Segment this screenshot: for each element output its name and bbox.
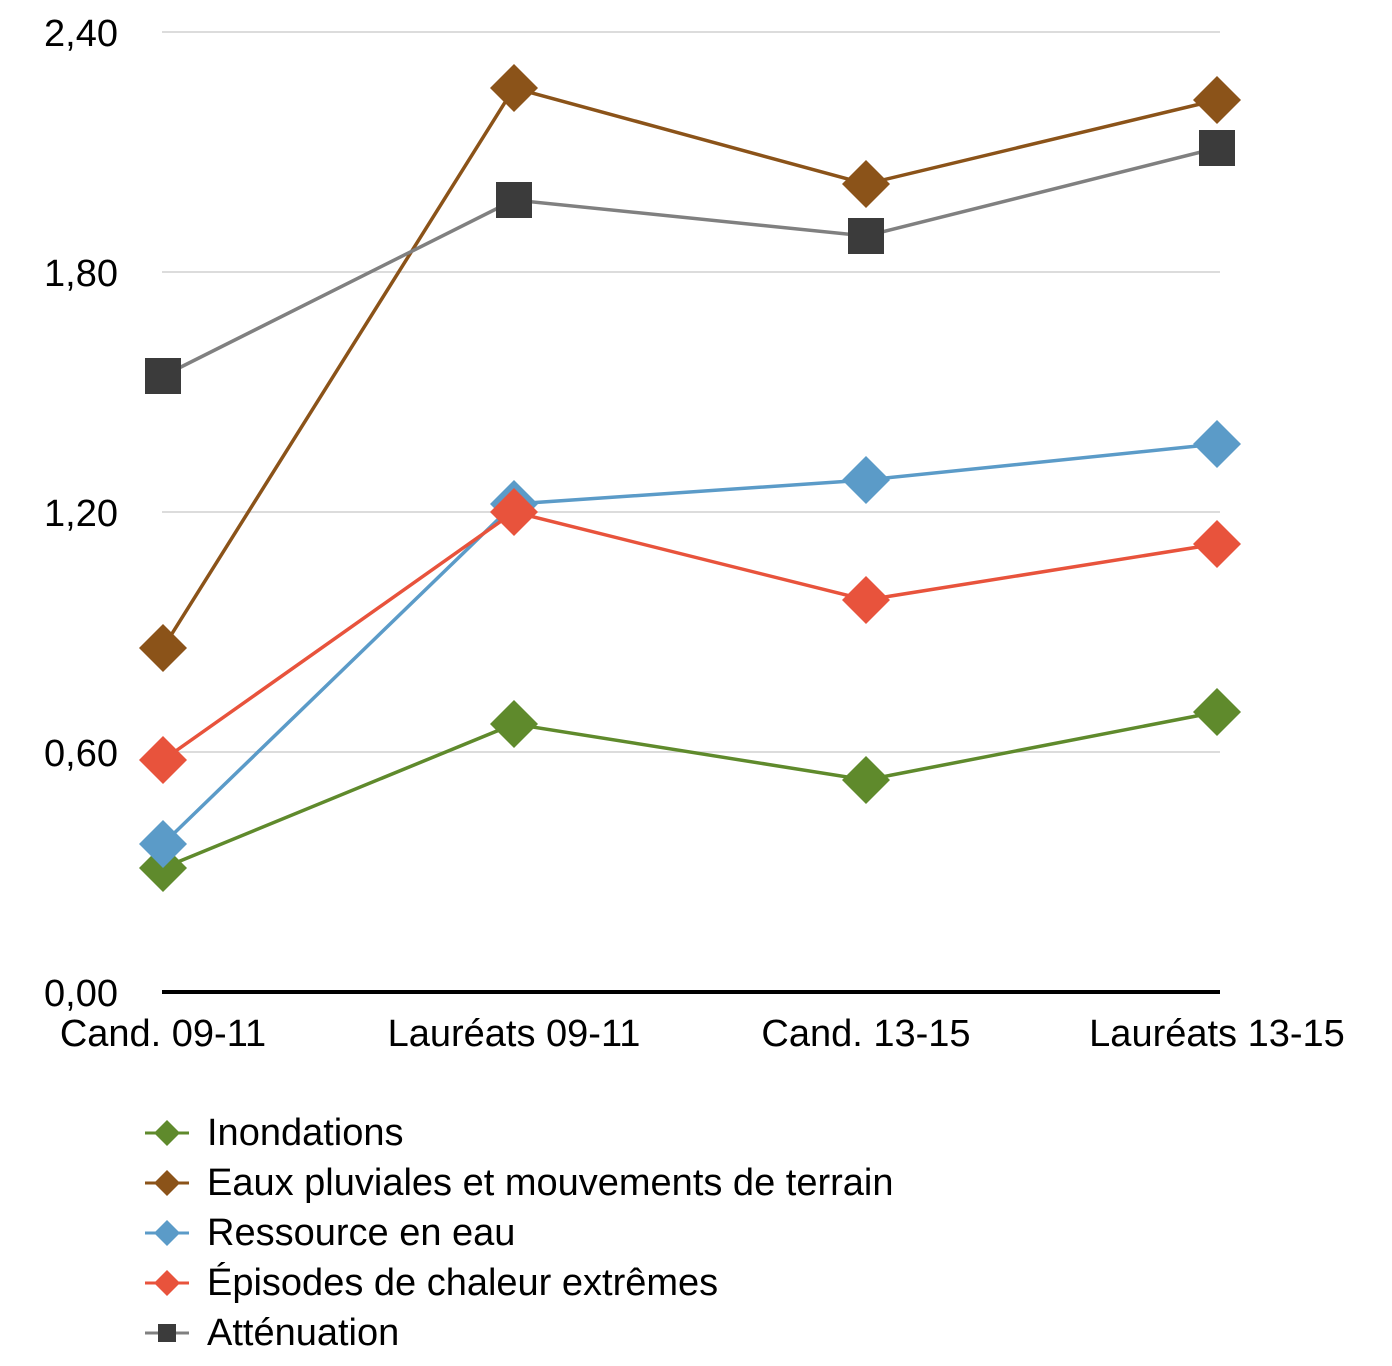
legend-diamond-marker-icon <box>145 1270 189 1296</box>
legend-label: Ressource en eau <box>207 1212 516 1254</box>
y-tick-label: 0,00 <box>44 973 118 1015</box>
series-line <box>162 710 1218 870</box>
data-point-marker <box>490 700 538 748</box>
series-markers <box>139 64 1241 892</box>
x-tick-label: Lauréats 09-11 <box>388 1013 641 1055</box>
series-line <box>161 510 1218 762</box>
legend-item: Atténuation <box>145 1308 893 1358</box>
legend-item: Ressource en eau <box>145 1208 893 1258</box>
gridlines <box>162 31 1220 753</box>
legend-item: Eaux pluviales et mouvements de terrain <box>145 1158 893 1208</box>
data-point-marker <box>848 218 884 254</box>
data-point-marker <box>490 488 538 536</box>
data-point-marker <box>842 576 890 624</box>
series-line <box>161 442 1218 846</box>
data-point-marker <box>145 358 181 394</box>
x-tick-label: Cand. 09-11 <box>60 1013 266 1055</box>
legend-label: Épisodes de chaleur extrêmes <box>207 1262 719 1304</box>
x-axis: Cand. 09-11 Lauréats 09-11 Cand. 13-15 Laur… <box>60 990 1345 1055</box>
data-point-marker <box>496 182 532 218</box>
legend-diamond-marker-icon <box>145 1120 189 1146</box>
legend: Inondations Eaux pluviales et mouvements … <box>145 1108 893 1358</box>
data-point-marker <box>139 736 187 784</box>
y-tick-label: 2,40 <box>44 13 118 55</box>
legend-label: Inondations <box>207 1112 404 1154</box>
data-point-marker <box>139 624 187 672</box>
series-lines <box>161 85 1218 870</box>
y-tick-label: 1,20 <box>44 493 118 535</box>
legend-label: Atténuation <box>207 1312 400 1354</box>
data-point-marker <box>1193 76 1241 124</box>
data-point-marker <box>1199 130 1235 166</box>
data-point-marker <box>842 160 890 208</box>
legend-item: Épisodes de chaleur extrêmes <box>145 1258 893 1308</box>
y-tick-label: 0,60 <box>44 733 118 775</box>
legend-diamond-marker-icon <box>145 1220 189 1246</box>
y-axis: 0,00 0,60 1,20 1,80 2,40 <box>44 13 118 1015</box>
line-chart: 0,00 0,60 1,20 1,80 2,40 Cand. 09-11 Lauréats… <box>44 13 1345 1055</box>
x-tick-label: Cand. 13-15 <box>761 1013 970 1055</box>
legend-diamond-marker-icon <box>145 1170 189 1196</box>
y-tick-label: 1,80 <box>44 253 118 295</box>
data-point-marker <box>490 64 538 112</box>
series-line <box>162 146 1218 378</box>
data-point-marker <box>842 756 890 804</box>
data-point-marker <box>1193 520 1241 568</box>
legend-square-marker-icon <box>145 1324 189 1342</box>
x-tick-label: Lauréats 13-15 <box>1089 1013 1345 1055</box>
data-point-marker <box>842 456 890 504</box>
legend-item: Inondations <box>145 1108 893 1158</box>
data-point-marker <box>1193 688 1241 736</box>
data-point-marker <box>1193 420 1241 468</box>
legend-label: Eaux pluviales et mouvements de terrain <box>207 1162 894 1204</box>
series-line <box>161 85 1218 649</box>
data-point-marker <box>139 820 187 868</box>
